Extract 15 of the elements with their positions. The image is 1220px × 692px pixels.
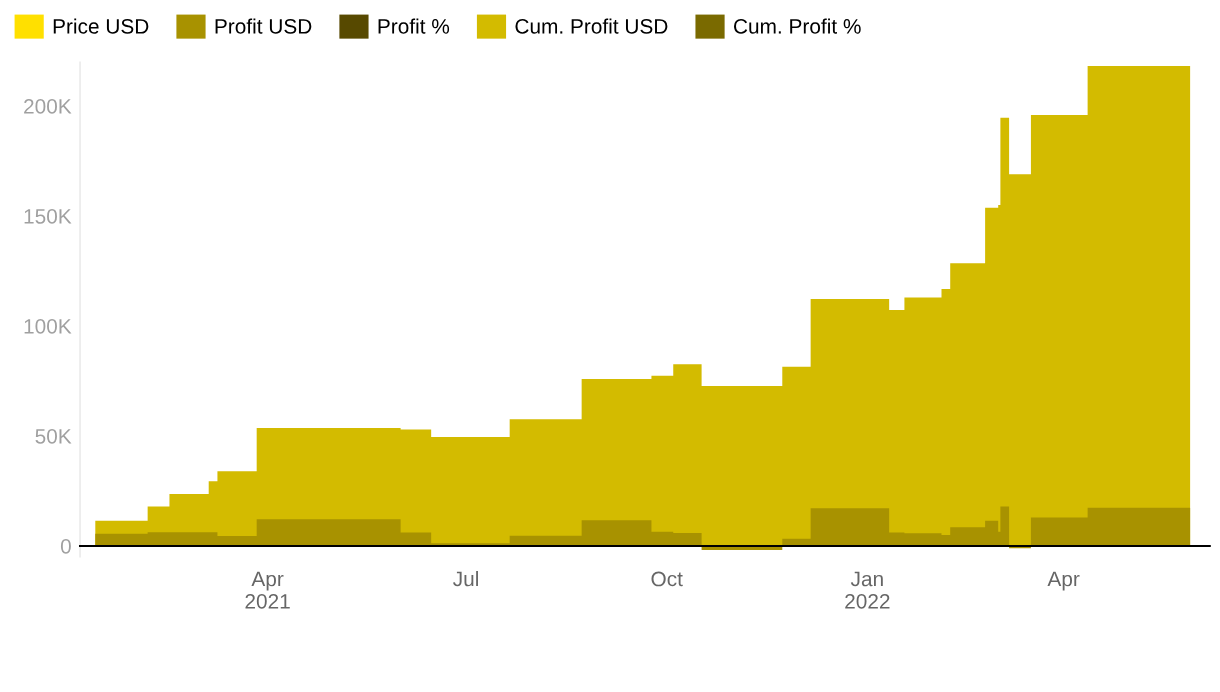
- legend-label: Cum. Profit USD: [515, 18, 668, 34]
- y-tick-label: 0: [60, 538, 71, 554]
- legend-label: Cum. Profit %: [734, 18, 861, 34]
- y-tick-label: 100K: [24, 319, 72, 334]
- y-tick-label: 200K: [24, 99, 72, 114]
- x-tick-label: Jan 2022: [845, 571, 890, 609]
- y-tick-label: 150K: [24, 209, 72, 224]
- y-tick-label: 50K: [35, 429, 72, 444]
- x-tick-label: Oct: [651, 571, 683, 587]
- legend-label: Profit %: [378, 18, 450, 34]
- x-tick-label: Apr: [1047, 571, 1080, 591]
- legend-label: Price USD: [53, 18, 149, 34]
- legend-label: Profit USD: [215, 18, 312, 34]
- x-tick-label: Jul: [453, 570, 478, 587]
- x-tick-label: Apr 2021: [245, 571, 290, 609]
